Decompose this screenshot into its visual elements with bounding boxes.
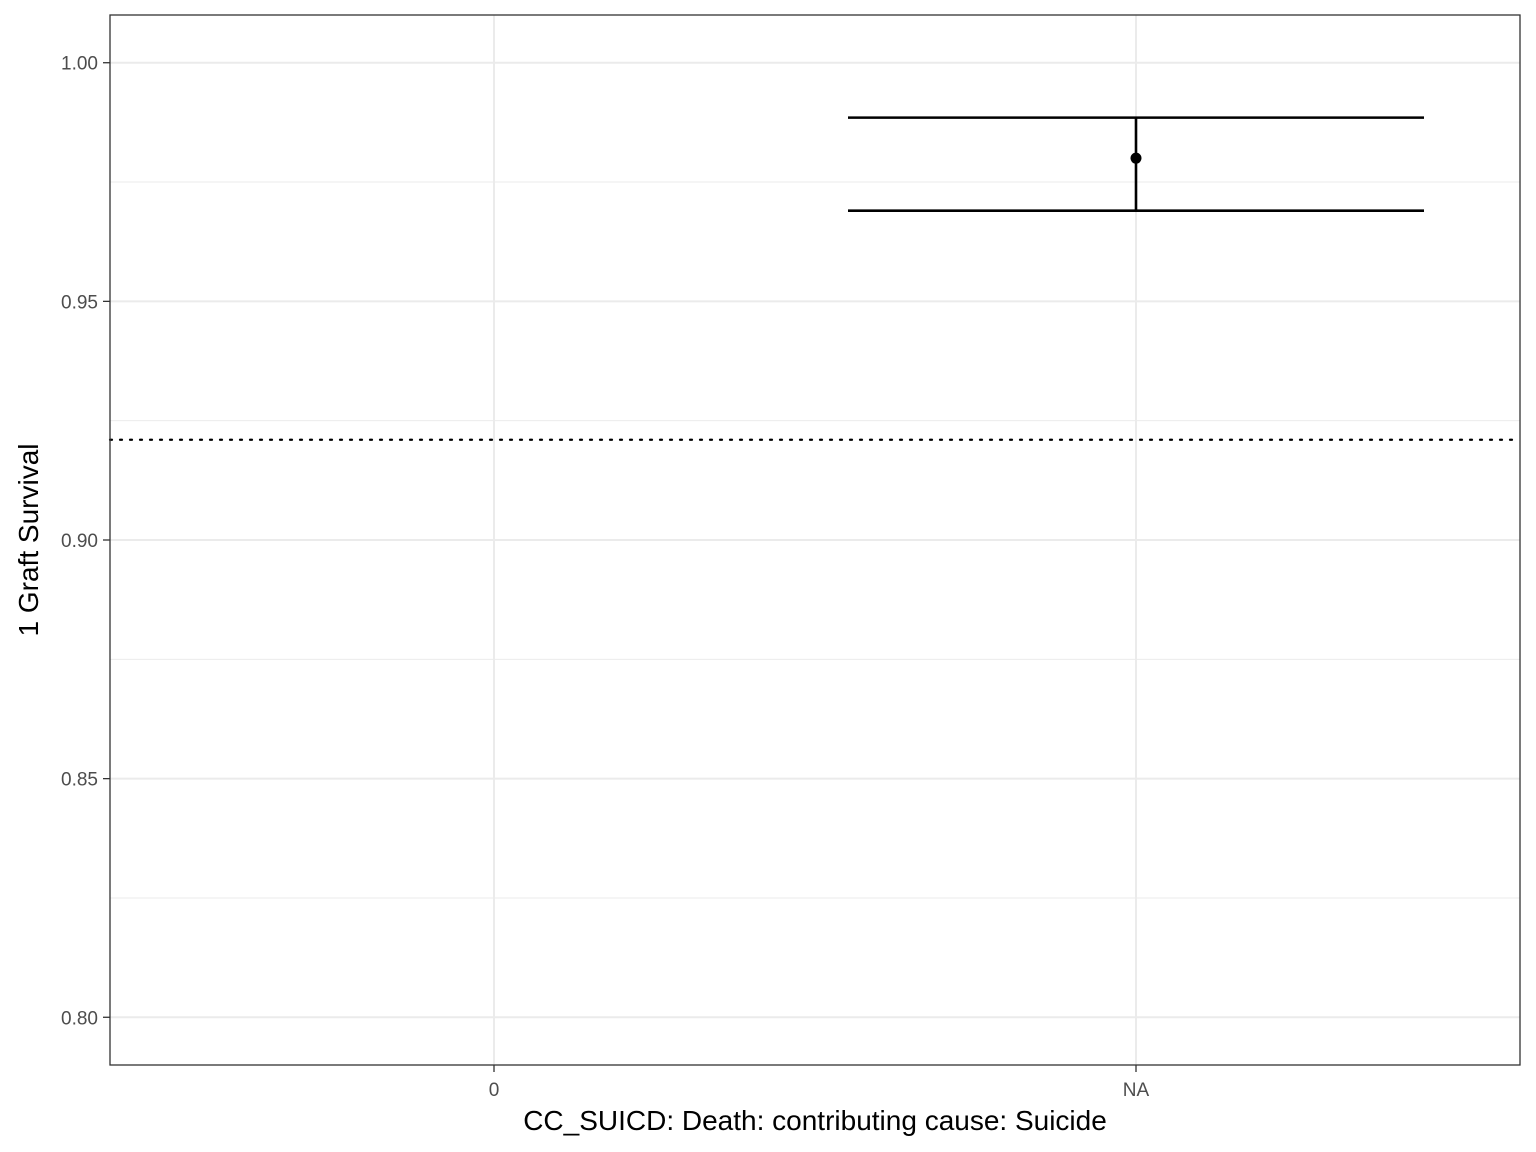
y-tick-label: 1.00 [61,54,98,75]
axis-layer: 0.80 0.85 0.90 0.95 1.00 0 NA [61,54,1150,1101]
data-layer [848,116,1424,212]
y-tick-label: 0.95 [61,292,98,313]
y-tick-label: 0.80 [61,1008,98,1029]
x-tick-label: 0 [489,1080,500,1101]
x-tick-label: NA [1123,1080,1150,1101]
point-estimate [1130,152,1142,164]
x-axis-title: CC_SUICD: Death: contributing cause: Sui… [523,1105,1107,1136]
y-tick-label: 0.85 [61,770,98,791]
grid-layer [110,15,1520,1065]
y-axis-title: 1 Graft Survival [13,444,44,637]
y-tick-label: 0.90 [61,531,98,552]
